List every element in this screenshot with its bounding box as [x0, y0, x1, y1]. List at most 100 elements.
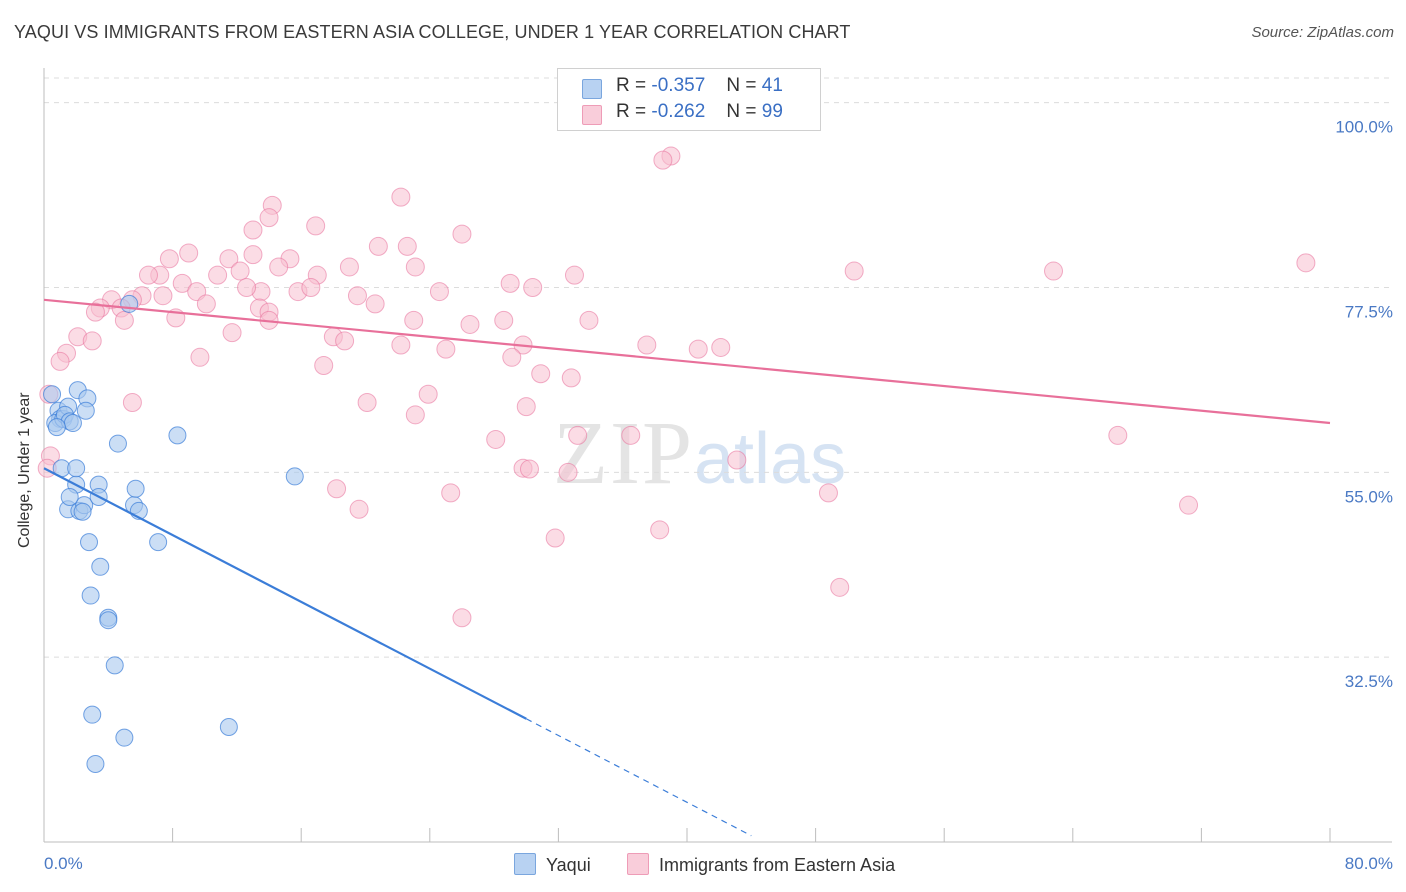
eastasia-point [653, 150, 673, 170]
yaqui-point [47, 418, 66, 437]
eastasia-point [237, 277, 257, 297]
yaqui-point [115, 728, 134, 747]
eastasia-point [502, 347, 522, 367]
legend-swatch-eastasia [582, 105, 602, 125]
legend-text-eastasia: R = -0.262 N = 99 [616, 101, 783, 122]
legend-n-yaqui: 41 [761, 75, 783, 96]
yaqui-point [63, 414, 82, 433]
legend-n-eastasia: 99 [761, 101, 783, 122]
yaqui-trend-extension [525, 718, 752, 837]
eastasia-point [523, 277, 543, 297]
eastasia-point [153, 286, 173, 306]
eastasia-point [172, 273, 192, 293]
eastasia-point [230, 261, 250, 281]
yaqui-point [91, 557, 110, 576]
yaqui-point [73, 502, 92, 521]
eastasia-point [621, 425, 641, 445]
eastasia-point [452, 608, 472, 628]
yaqui-point [81, 586, 100, 605]
yaqui-point [149, 533, 168, 552]
eastasia-point [494, 310, 514, 330]
eastasia-point [818, 483, 838, 503]
eastasia-point [339, 257, 359, 277]
trend-lines [43, 298, 1331, 837]
yaqui-point [219, 717, 238, 736]
correlation-legend: R = -0.357 N = 41 R = -0.262 N = 99 [557, 68, 821, 131]
eastasia-point [50, 351, 70, 371]
eastasia-point [347, 286, 367, 306]
legend-r-eastasia: -0.262 [651, 101, 706, 122]
grid-lines [44, 77, 1392, 658]
eastasia-point [404, 310, 424, 330]
eastasia-point [368, 236, 388, 256]
yaqui-point [168, 426, 187, 445]
eastasia-point [391, 335, 411, 355]
eastasia-point [243, 220, 263, 240]
eastasia-point [830, 577, 850, 597]
yaqui-point [105, 656, 124, 675]
eastasia-point [222, 323, 242, 343]
eastasia-point [558, 462, 578, 482]
eastasia-point [269, 257, 289, 277]
yaqui-point [83, 705, 102, 724]
eastasia-trend-line [43, 298, 1331, 425]
eastasia-point [1179, 495, 1199, 515]
source-label: Source: ZipAtlas.com [1251, 24, 1394, 41]
yaqui-point [120, 294, 139, 313]
eastasia-point [727, 450, 747, 470]
eastasia-point [519, 459, 539, 479]
eastasia-point [561, 368, 581, 388]
yaqui-point [43, 385, 62, 404]
eastasia-point [357, 392, 377, 412]
eastasia-point [711, 337, 731, 357]
legend-text-yaqui: R = -0.357 N = 41 [616, 75, 783, 96]
eastasia-point [314, 356, 334, 376]
eastasia-point [190, 347, 210, 367]
yaqui-point [126, 479, 145, 498]
eastasia-point [208, 265, 228, 285]
eastasia-point [114, 310, 134, 330]
watermark-atlas: atlas [694, 419, 847, 499]
eastasia-point [545, 528, 565, 548]
eastasia-point [82, 331, 102, 351]
yaqui-point [80, 533, 99, 552]
chart-title: YAQUI VS IMMIGRANTS FROM EASTERN ASIA CO… [14, 22, 851, 42]
bottom-swatch-eastasia [627, 853, 649, 875]
eastasia-point [564, 265, 584, 285]
eastasia-point [405, 405, 425, 425]
eastasia-point [650, 520, 670, 540]
y-tick-label-1: 55.0% [1345, 487, 1393, 506]
eastasia-point [486, 429, 506, 449]
eastasia-point [301, 277, 321, 297]
eastasia-point [391, 187, 411, 207]
eastasia-point [306, 216, 326, 236]
bottom-legend-yaqui: Yaqui [514, 853, 591, 876]
eastasia-point [405, 257, 425, 277]
eastasia-point [531, 364, 551, 384]
y-tick-label-2: 77.5% [1345, 302, 1393, 321]
yaqui-point [67, 459, 86, 478]
eastasia-point [327, 479, 347, 499]
eastasia-point [436, 339, 456, 359]
x-tick-label-1: 80.0% [1345, 854, 1393, 873]
bottom-legend-eastasia: Immigrants from Eastern Asia [627, 853, 895, 876]
y-tick-label-0: 32.5% [1345, 672, 1393, 691]
eastasia-point [335, 331, 355, 351]
eastasia-point [418, 384, 438, 404]
yaqui-points [43, 294, 304, 773]
watermark-zip: ZIP [553, 404, 694, 503]
legend-r-yaqui: -0.357 [651, 75, 706, 96]
eastasia-point [579, 310, 599, 330]
eastasia-point [516, 397, 536, 417]
eastasia-point [844, 261, 864, 281]
eastasia-point [429, 282, 449, 302]
yaqui-trend-line [43, 467, 527, 720]
eastasia-point [159, 249, 179, 269]
eastasia-points [37, 109, 1316, 628]
x-tick-label-0: 0.0% [44, 854, 83, 873]
eastasia-point [1296, 253, 1316, 273]
bottom-swatch-yaqui [514, 853, 536, 875]
eastasia-point [568, 425, 588, 445]
eastasia-point [452, 224, 472, 244]
